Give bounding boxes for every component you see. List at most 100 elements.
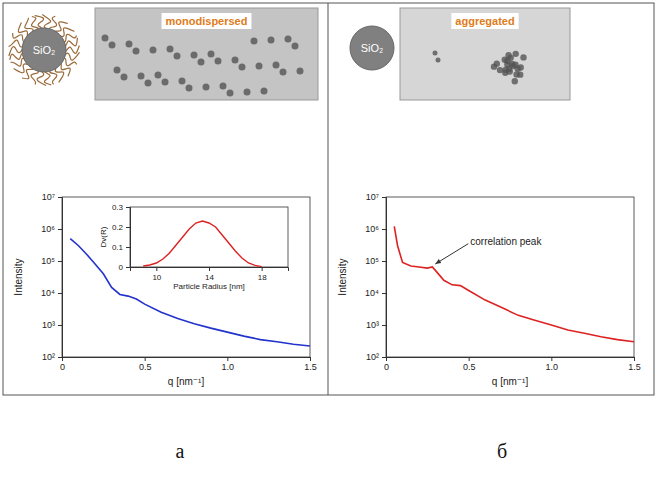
tick-mark <box>58 325 62 326</box>
particle-image <box>150 47 157 54</box>
particle-image <box>179 78 186 85</box>
tick: 10⁵ <box>41 256 62 266</box>
particle-image <box>167 46 174 53</box>
tick: 1.5 <box>304 357 317 372</box>
x-axis: 00.51.01.5 <box>384 357 641 372</box>
tick-mark <box>126 267 130 268</box>
annotation-arrow <box>435 244 468 264</box>
tick-mark <box>310 357 311 361</box>
image-label: aggregated <box>455 15 514 27</box>
particle-image <box>285 36 292 43</box>
tick-label: 10 <box>152 273 161 282</box>
y-axis: 10²10³10⁴10⁵10⁶10⁷ <box>41 192 62 362</box>
tick-mark <box>382 357 386 358</box>
tick: 10⁶ <box>41 224 62 234</box>
tick-mark <box>58 197 62 198</box>
tick: 14 <box>205 267 214 282</box>
tick-label: 10⁷ <box>42 192 55 202</box>
label-patch <box>162 13 252 29</box>
chart: 00.51.01.510²10³10⁴10⁵10⁶10⁷q [nm⁻¹]Inte… <box>337 192 641 387</box>
tick-label: 0.5 <box>463 362 476 372</box>
tick-label: 10² <box>366 352 379 362</box>
tick: 10³ <box>366 320 386 330</box>
plot-frame <box>386 197 634 357</box>
particle-image <box>292 43 299 50</box>
chart: 00.51.01.510²10³10⁴10⁵10⁶10⁷q [nm⁻¹]Inte… <box>13 192 317 387</box>
silica-sphere <box>22 28 66 72</box>
tick: 10⁵ <box>365 256 386 266</box>
plot-area <box>70 239 310 346</box>
particle-image <box>114 67 121 74</box>
tick-label: 1.0 <box>546 362 559 372</box>
tick: 10 <box>152 267 161 282</box>
tick-mark <box>58 357 62 358</box>
tick-mark <box>126 207 130 208</box>
panel-letter: а <box>176 440 185 462</box>
tick: 10⁴ <box>41 288 62 298</box>
y-axis-title: Intensity <box>13 258 24 295</box>
tick-mark <box>469 357 470 361</box>
particle-image <box>518 64 524 70</box>
particle-image <box>436 58 441 63</box>
tick: 10⁶ <box>365 224 386 234</box>
particle-image <box>491 63 497 69</box>
tick-label: 10³ <box>42 320 55 330</box>
particle-image <box>509 61 515 67</box>
tick-label: 0.3 <box>112 203 124 212</box>
tick: 10⁷ <box>42 192 62 202</box>
annotation: correlation peak <box>470 236 542 247</box>
particle-image <box>133 48 140 55</box>
tick: 0.2 <box>112 223 130 232</box>
particle-image <box>162 79 169 86</box>
tick-mark <box>126 247 130 248</box>
particle-image <box>126 41 133 48</box>
y-axis: 10²10³10⁴10⁵10⁶10⁷ <box>365 192 386 362</box>
particle-image <box>507 68 513 74</box>
particle-image <box>297 68 304 75</box>
tick-label: 10⁵ <box>365 256 379 266</box>
x-axis: 10 14 18 <box>131 267 289 282</box>
tick-mark <box>58 293 62 294</box>
particle-image <box>208 51 215 58</box>
tick-label: 10⁵ <box>41 256 55 266</box>
tick-label: 10⁴ <box>41 288 55 298</box>
tick: 18 <box>258 267 267 282</box>
tick-mark <box>382 325 386 326</box>
figure: SiO₂SiO₂monodispersedaggregated00.51.01.… <box>0 0 657 483</box>
particle-image <box>102 35 109 42</box>
particle-image <box>261 88 268 95</box>
tick-label: 10³ <box>366 320 379 330</box>
tick: 0 <box>119 263 130 272</box>
particle-image <box>198 59 205 66</box>
y-axis-title: Intensity <box>337 258 348 295</box>
particle-image <box>155 72 162 79</box>
tick: 0.5 <box>463 357 476 372</box>
tick-label: 1.5 <box>304 362 317 372</box>
x-axis-line <box>63 358 311 362</box>
micrograph: aggregated <box>400 8 570 100</box>
plot-frame <box>130 207 288 267</box>
tick: 10² <box>366 352 386 362</box>
micrograph: monodispersed <box>95 8 318 100</box>
icon-label: SiO₂ <box>33 44 56 56</box>
panel-letter: б <box>497 440 507 462</box>
tick-label: 10⁴ <box>365 288 379 298</box>
particle-image <box>220 83 227 90</box>
particle-image <box>502 57 508 63</box>
tick: 0 <box>60 357 65 372</box>
y-axis-title: Dv(R) <box>99 226 108 247</box>
tick-mark <box>126 227 130 228</box>
tick-mark <box>382 293 386 294</box>
tick-mark <box>382 197 386 198</box>
particle-image <box>109 42 116 49</box>
y-axis-line <box>382 198 387 358</box>
tick-label: 1.5 <box>628 362 641 372</box>
particle-image <box>232 57 239 64</box>
tick-mark <box>209 267 210 271</box>
data-line <box>394 226 634 341</box>
particle-image <box>520 54 526 60</box>
particle-image <box>203 84 210 91</box>
x-axis: 00.51.01.5 <box>60 357 317 372</box>
particle-image <box>512 51 518 57</box>
x-axis-line <box>131 268 289 272</box>
